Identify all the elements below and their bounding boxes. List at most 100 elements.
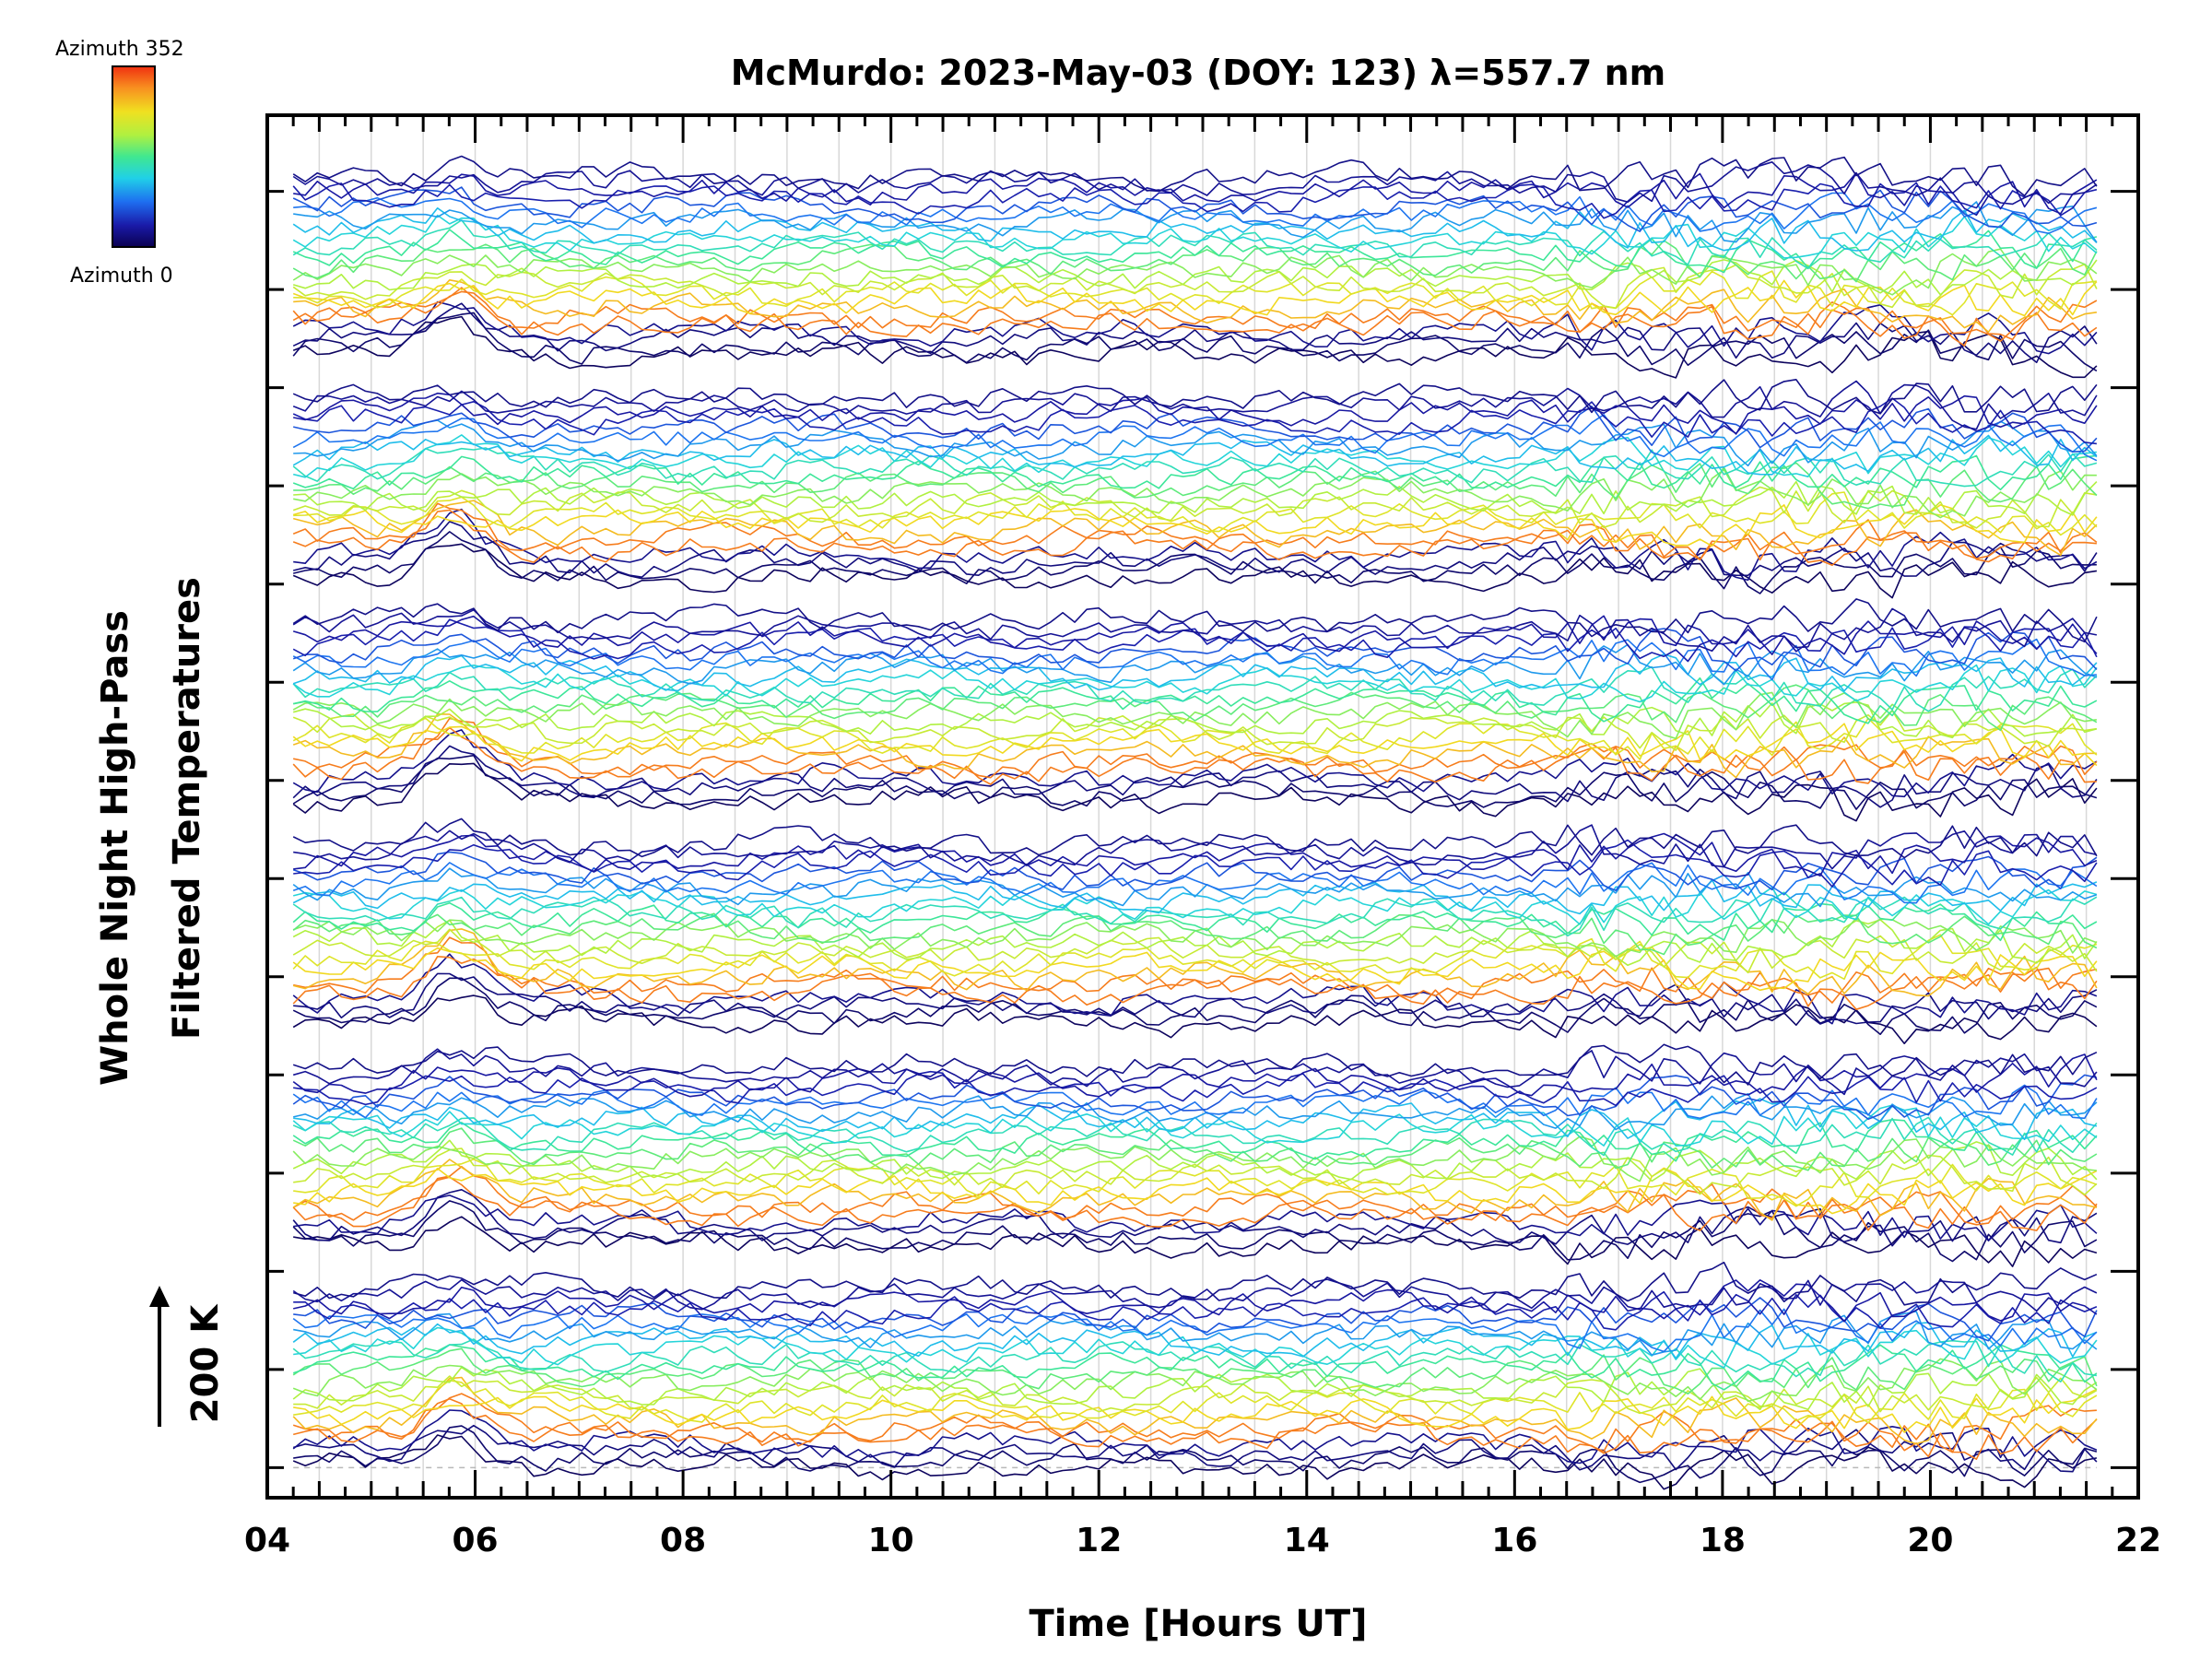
series-line <box>293 832 2098 877</box>
series-line <box>292 946 2098 992</box>
series-line <box>292 628 2098 672</box>
series-line <box>293 1279 2098 1323</box>
series-lines <box>292 155 2098 1490</box>
x-tick-label: 20 <box>1907 1522 1953 1559</box>
series-line <box>293 717 2098 779</box>
series-line <box>293 480 2098 516</box>
series-line <box>293 1290 2098 1331</box>
series-line <box>293 928 2098 997</box>
y-axis-label-line1: Whole Night High-Pass <box>94 610 136 1086</box>
series-line <box>293 677 2098 724</box>
series-line <box>293 201 2098 243</box>
series-line <box>293 1311 2098 1356</box>
series-line <box>292 717 2098 760</box>
series-line <box>292 263 2098 310</box>
y-axis-label-line2: Filtered Temperatures <box>166 577 208 1040</box>
series-line <box>293 434 2097 478</box>
series-line <box>292 454 2097 491</box>
series-line <box>292 1398 2098 1460</box>
series-line <box>292 754 2098 810</box>
series-line <box>292 312 2098 372</box>
series-line <box>292 380 2098 430</box>
series-line <box>292 901 2098 942</box>
series-line <box>292 155 2098 197</box>
series-line <box>292 701 2098 739</box>
series-line <box>292 229 2098 274</box>
scale-label: 200 K <box>184 1303 227 1423</box>
series-line <box>292 1376 2098 1445</box>
series-line <box>292 818 2098 859</box>
x-tick-label: 12 <box>1076 1522 1122 1559</box>
series-line <box>293 406 2098 453</box>
series-line <box>293 1375 2098 1415</box>
series-line <box>293 1070 2098 1107</box>
series-line <box>293 1388 2098 1433</box>
series-line <box>292 500 2098 557</box>
series-line <box>292 1278 2098 1312</box>
series-line <box>293 1379 2098 1424</box>
series-line <box>293 824 2098 870</box>
series-line <box>292 665 2098 712</box>
series-line <box>292 219 2098 270</box>
chart-title: McMurdo: 2023-May-03 (DOY: 123) λ=557.7 … <box>731 53 1666 93</box>
series-line <box>292 1127 2098 1171</box>
series-line <box>293 1147 2098 1195</box>
series-line <box>292 1074 2098 1121</box>
series-line <box>293 886 2098 925</box>
series-line <box>292 723 2098 767</box>
series-line <box>293 1216 2098 1267</box>
series-line <box>293 491 2098 536</box>
axes <box>265 113 2140 1500</box>
series-line <box>292 1104 2098 1147</box>
series-line <box>292 1048 2098 1096</box>
series-line <box>292 1409 2098 1465</box>
colorbar-bottom-label: Azimuth 0 <box>70 265 173 288</box>
series-line <box>292 862 2098 904</box>
series-line <box>292 207 2098 252</box>
series-line <box>293 1092 2098 1131</box>
series-line <box>292 598 2098 643</box>
series-line <box>293 171 2098 217</box>
series-line <box>292 1424 2098 1473</box>
series-line <box>292 543 2098 599</box>
x-tick-label: 10 <box>868 1522 914 1559</box>
series-line <box>292 1139 2098 1182</box>
series-line <box>292 509 2098 567</box>
series-line <box>292 994 2098 1044</box>
series-line <box>292 182 2098 219</box>
series-line <box>292 434 2098 476</box>
series-line <box>292 414 2098 462</box>
series-line <box>292 397 2097 445</box>
series-line <box>292 919 2098 967</box>
series-line <box>292 691 2098 740</box>
series-line <box>292 1043 2098 1086</box>
series-line <box>292 1189 2098 1247</box>
series-line <box>293 1297 2098 1342</box>
series-line <box>293 521 2098 579</box>
series-line <box>293 936 2098 1004</box>
series-line <box>292 1308 2098 1353</box>
series-line <box>292 638 2097 681</box>
x-tick-label: 08 <box>660 1522 706 1559</box>
series-line <box>292 607 2098 653</box>
x-tick-label: 04 <box>244 1522 290 1559</box>
series-line <box>293 1326 2098 1369</box>
series-line <box>292 503 2098 547</box>
x-tick-label: 22 <box>2115 1522 2161 1559</box>
series-line <box>292 729 2098 798</box>
series-line <box>292 302 2098 364</box>
series-line <box>292 1053 2098 1098</box>
series-line <box>292 1119 2098 1162</box>
series-line <box>292 653 2098 692</box>
x-tick-label: 14 <box>1284 1522 1330 1559</box>
series-line <box>293 1393 2097 1453</box>
series-line <box>293 684 2098 732</box>
series-line <box>292 762 2098 822</box>
series-line <box>293 1167 2098 1215</box>
series-line <box>292 878 2098 915</box>
series-line <box>292 1434 2098 1490</box>
series-line <box>292 300 2098 355</box>
x-tick-label: 06 <box>453 1522 499 1559</box>
